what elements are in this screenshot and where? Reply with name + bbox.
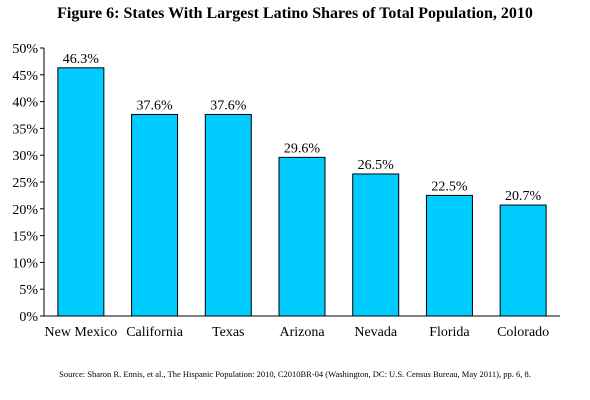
x-tick-label: New Mexico bbox=[45, 325, 118, 340]
y-tick-label: 35% bbox=[12, 122, 38, 137]
data-label: 26.5% bbox=[358, 158, 395, 173]
bar bbox=[425, 194, 473, 317]
chart-title: Figure 6: States With Largest Latino Sha… bbox=[57, 5, 533, 22]
source-note: Source: Sharon R. Ennis, et al., The His… bbox=[59, 369, 531, 379]
y-tick-label: 0% bbox=[19, 310, 38, 325]
y-tick-label: 20% bbox=[12, 203, 38, 218]
bar bbox=[204, 113, 252, 317]
bar bbox=[57, 67, 105, 317]
x-tick-label: Texas bbox=[212, 325, 244, 340]
data-label: 37.6% bbox=[136, 98, 173, 113]
y-tick-label: 25% bbox=[12, 176, 38, 191]
y-tick-label: 30% bbox=[12, 149, 38, 164]
bar bbox=[499, 204, 547, 317]
data-label: 37.6% bbox=[210, 98, 247, 113]
y-axis: 0% 5% 10% 15% 20% 25% 30% 35% 40% 45% 50% bbox=[12, 42, 45, 325]
y-tick-label: 15% bbox=[12, 230, 38, 245]
x-tick-label: Florida bbox=[429, 325, 470, 340]
bars: 46.3% 37.6% 37.6% 29.6% 26.5% 22.5% 20.7% bbox=[57, 52, 547, 317]
x-tick-label: California bbox=[126, 325, 184, 340]
bar bbox=[278, 156, 326, 317]
data-label: 46.3% bbox=[63, 52, 100, 67]
data-label: 22.5% bbox=[431, 179, 468, 194]
y-tick-label: 40% bbox=[12, 96, 38, 111]
y-tick-label: 45% bbox=[12, 69, 38, 84]
x-tick-label: Colorado bbox=[497, 325, 549, 340]
x-tick-label: Arizona bbox=[279, 325, 325, 340]
y-tick-label: 10% bbox=[12, 256, 38, 271]
y-tick-label: 50% bbox=[12, 42, 38, 57]
data-label: 20.7% bbox=[505, 189, 542, 204]
bar bbox=[352, 173, 400, 317]
x-axis: New Mexico California Texas Arizona Nevada Fl… bbox=[44, 315, 560, 340]
bar bbox=[131, 113, 179, 317]
x-tick-label: Nevada bbox=[354, 325, 398, 340]
data-label: 29.6% bbox=[284, 141, 321, 156]
y-tick-label: 5% bbox=[19, 283, 38, 298]
